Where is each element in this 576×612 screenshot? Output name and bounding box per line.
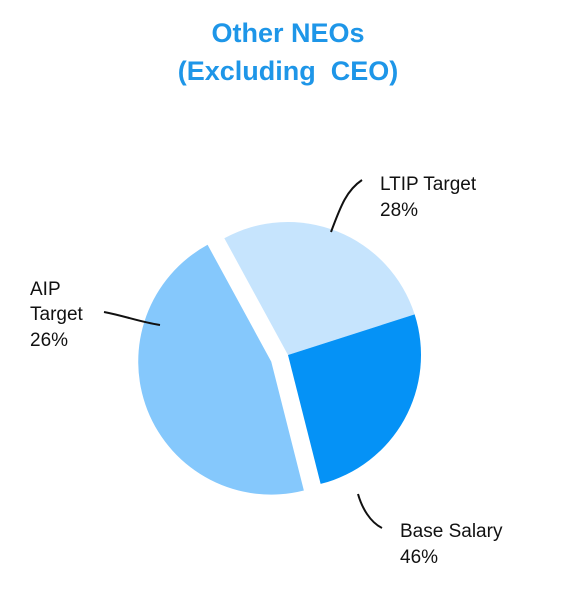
slice-base-salary xyxy=(138,244,304,495)
slice-aip-target xyxy=(288,314,421,484)
chart-title: Other NEOs (Excluding CEO) xyxy=(0,14,576,90)
chart-title-line-1: Other NEOs xyxy=(211,18,365,48)
label-aip-line-1: AIP xyxy=(30,279,61,300)
value-ltip-target: 28% xyxy=(380,200,418,221)
label-ltip-target: LTIP Target xyxy=(380,174,477,195)
leader-line-aip-target xyxy=(103,311,161,326)
label-base-salary: Base Salary xyxy=(400,521,503,542)
leader-line-ltip-target xyxy=(330,179,363,233)
leader-line-base-salary xyxy=(357,493,383,529)
value-aip-target: 26% xyxy=(30,330,68,351)
label-aip-line-2: Target xyxy=(30,304,84,325)
value-base-salary: 46% xyxy=(400,547,438,568)
chart-title-line-2: (Excluding CEO) xyxy=(177,56,399,86)
slice-ltip-target xyxy=(224,222,415,355)
